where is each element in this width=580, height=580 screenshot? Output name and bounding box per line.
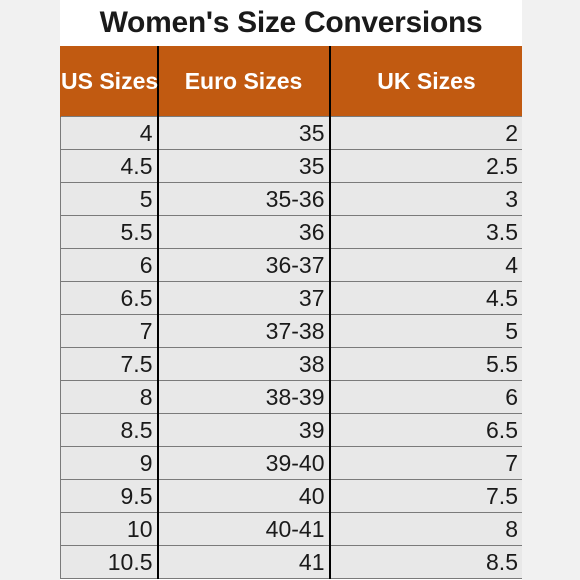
euro-size-cell: 40-41	[156, 512, 330, 546]
table-row: 10.5 41 8.5	[60, 545, 522, 579]
table-row: 5.5 36 3.5	[60, 215, 522, 249]
table-row: 5 35-36 3	[60, 182, 522, 216]
us-size-cell: 7	[60, 314, 158, 348]
uk-size-cell: 3.5	[328, 215, 522, 249]
euro-size-cell: 35	[156, 116, 330, 150]
uk-size-cell: 6	[328, 380, 522, 414]
euro-size-cell: 35	[156, 149, 330, 183]
table-row: 4 35 2	[60, 116, 522, 150]
table-row: 7 37-38 5	[60, 314, 522, 348]
uk-size-cell: 4	[328, 248, 522, 282]
uk-size-cell: 2	[328, 116, 522, 150]
table-row: 8.5 39 6.5	[60, 413, 522, 447]
euro-size-cell: 39-40	[156, 446, 330, 480]
us-size-cell: 4.5	[60, 149, 158, 183]
table-row: 9.5 40 7.5	[60, 479, 522, 513]
table-row: 6.5 37 4.5	[60, 281, 522, 315]
uk-size-cell: 7	[328, 446, 522, 480]
table-row: 6 36-37 4	[60, 248, 522, 282]
uk-size-cell: 3	[328, 182, 522, 216]
uk-size-cell: 8	[328, 512, 522, 546]
us-size-cell: 7.5	[60, 347, 158, 381]
euro-size-cell: 35-36	[156, 182, 330, 216]
header-row: US Sizes Euro Sizes UK Sizes	[60, 46, 522, 117]
euro-size-cell: 38-39	[156, 380, 330, 414]
us-size-cell: 5	[60, 182, 158, 216]
euro-size-cell: 40	[156, 479, 330, 513]
euro-size-cell: 36-37	[156, 248, 330, 282]
header-us-sizes: US Sizes	[60, 46, 158, 117]
table-row: 8 38-39 6	[60, 380, 522, 414]
table-row: 4.5 35 2.5	[60, 149, 522, 183]
chart-title: Women's Size Conversions	[99, 6, 483, 39]
us-size-cell: 6.5	[60, 281, 158, 315]
euro-size-cell: 37	[156, 281, 330, 315]
us-size-cell: 9.5	[60, 479, 158, 513]
euro-size-cell: 41	[156, 545, 330, 579]
uk-size-cell: 5	[328, 314, 522, 348]
euro-size-cell: 39	[156, 413, 330, 447]
euro-size-cell: 37-38	[156, 314, 330, 348]
us-size-cell: 10.5	[60, 545, 158, 579]
size-conversion-table: US Sizes Euro Sizes UK Sizes 4 35 2 4.5 35 2.…	[60, 46, 522, 579]
table-row: 7.5 38 5.5	[60, 347, 522, 381]
uk-size-cell: 5.5	[328, 347, 522, 381]
us-size-cell: 6	[60, 248, 158, 282]
us-size-cell: 4	[60, 116, 158, 150]
us-size-cell: 8.5	[60, 413, 158, 447]
table-row: 9 39-40 7	[60, 446, 522, 480]
size-chart-sheet: Women's Size Conversions US Sizes Euro S…	[60, 0, 522, 580]
us-size-cell: 9	[60, 446, 158, 480]
us-size-cell: 10	[60, 512, 158, 546]
header-euro-sizes: Euro Sizes	[156, 46, 330, 117]
uk-size-cell: 7.5	[328, 479, 522, 513]
uk-size-cell: 2.5	[328, 149, 522, 183]
us-size-cell: 8	[60, 380, 158, 414]
euro-size-cell: 38	[156, 347, 330, 381]
uk-size-cell: 8.5	[328, 545, 522, 579]
uk-size-cell: 4.5	[328, 281, 522, 315]
uk-size-cell: 6.5	[328, 413, 522, 447]
table-row: 10 40-41 8	[60, 512, 522, 546]
euro-size-cell: 36	[156, 215, 330, 249]
header-uk-sizes: UK Sizes	[328, 46, 522, 117]
table-body: 4 35 2 4.5 35 2.5 5 35-36 3 5.5 36 3.5 6 36-37 4 6.5 37 4…	[60, 116, 522, 579]
us-size-cell: 5.5	[60, 215, 158, 249]
